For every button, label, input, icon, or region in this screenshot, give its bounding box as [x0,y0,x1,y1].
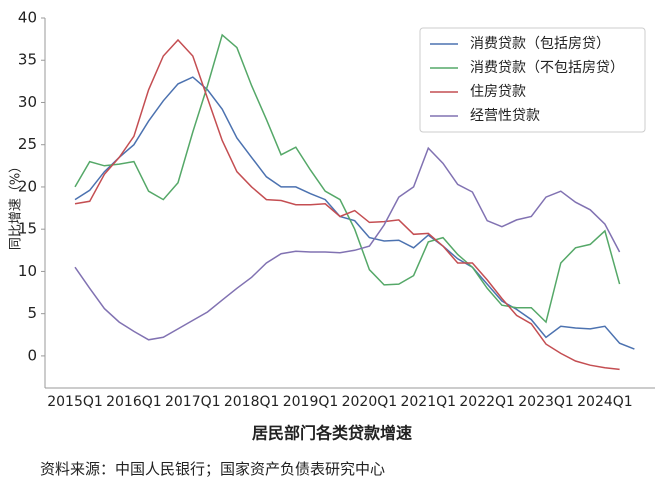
x-tick-label: 2021Q1 [400,394,456,410]
y-axis-label: 同比增速（%） [9,160,24,250]
series-line [74,33,621,324]
y-tick-label: 35 [18,51,37,69]
legend-label: 经营性贷款 [470,108,540,124]
x-tick-label: 2019Q1 [283,394,339,410]
x-tick-label: 2018Q1 [224,394,280,410]
legend-label: 消费贷款（包括房贷） [470,36,610,52]
y-tick-label: 40 [18,9,37,27]
x-tick-label: 2023Q1 [518,394,574,410]
x-tick-label: 2020Q1 [342,394,398,410]
x-tick-label: 2024Q1 [577,394,633,410]
y-tick-label: 15 [18,220,37,238]
y-tick-label: 30 [18,93,37,111]
y-tick-label: 0 [27,346,37,364]
legend-label: 住房贷款 [470,84,526,100]
x-tick-label: 2017Q1 [165,394,221,410]
y-tick-label: 5 [27,304,37,322]
caption: 居民部门各类贷款增速 [252,424,412,443]
legend-label: 消费贷款（不包括房贷） [470,60,624,76]
y-tick-label: 10 [18,262,37,280]
y-tick-label: 20 [18,177,37,195]
series-line [74,76,635,350]
x-tick-label: 2022Q1 [459,394,515,410]
series-line [74,38,620,371]
x-tick-label: 2016Q1 [106,394,162,410]
x-tick-label: 2015Q1 [47,394,103,410]
legend-box [419,27,646,133]
series-line [74,146,621,341]
source-note: 资料来源：中国人民银行；国家资产负债表研究中心 [40,460,385,478]
y-tick-label: 25 [18,135,37,153]
